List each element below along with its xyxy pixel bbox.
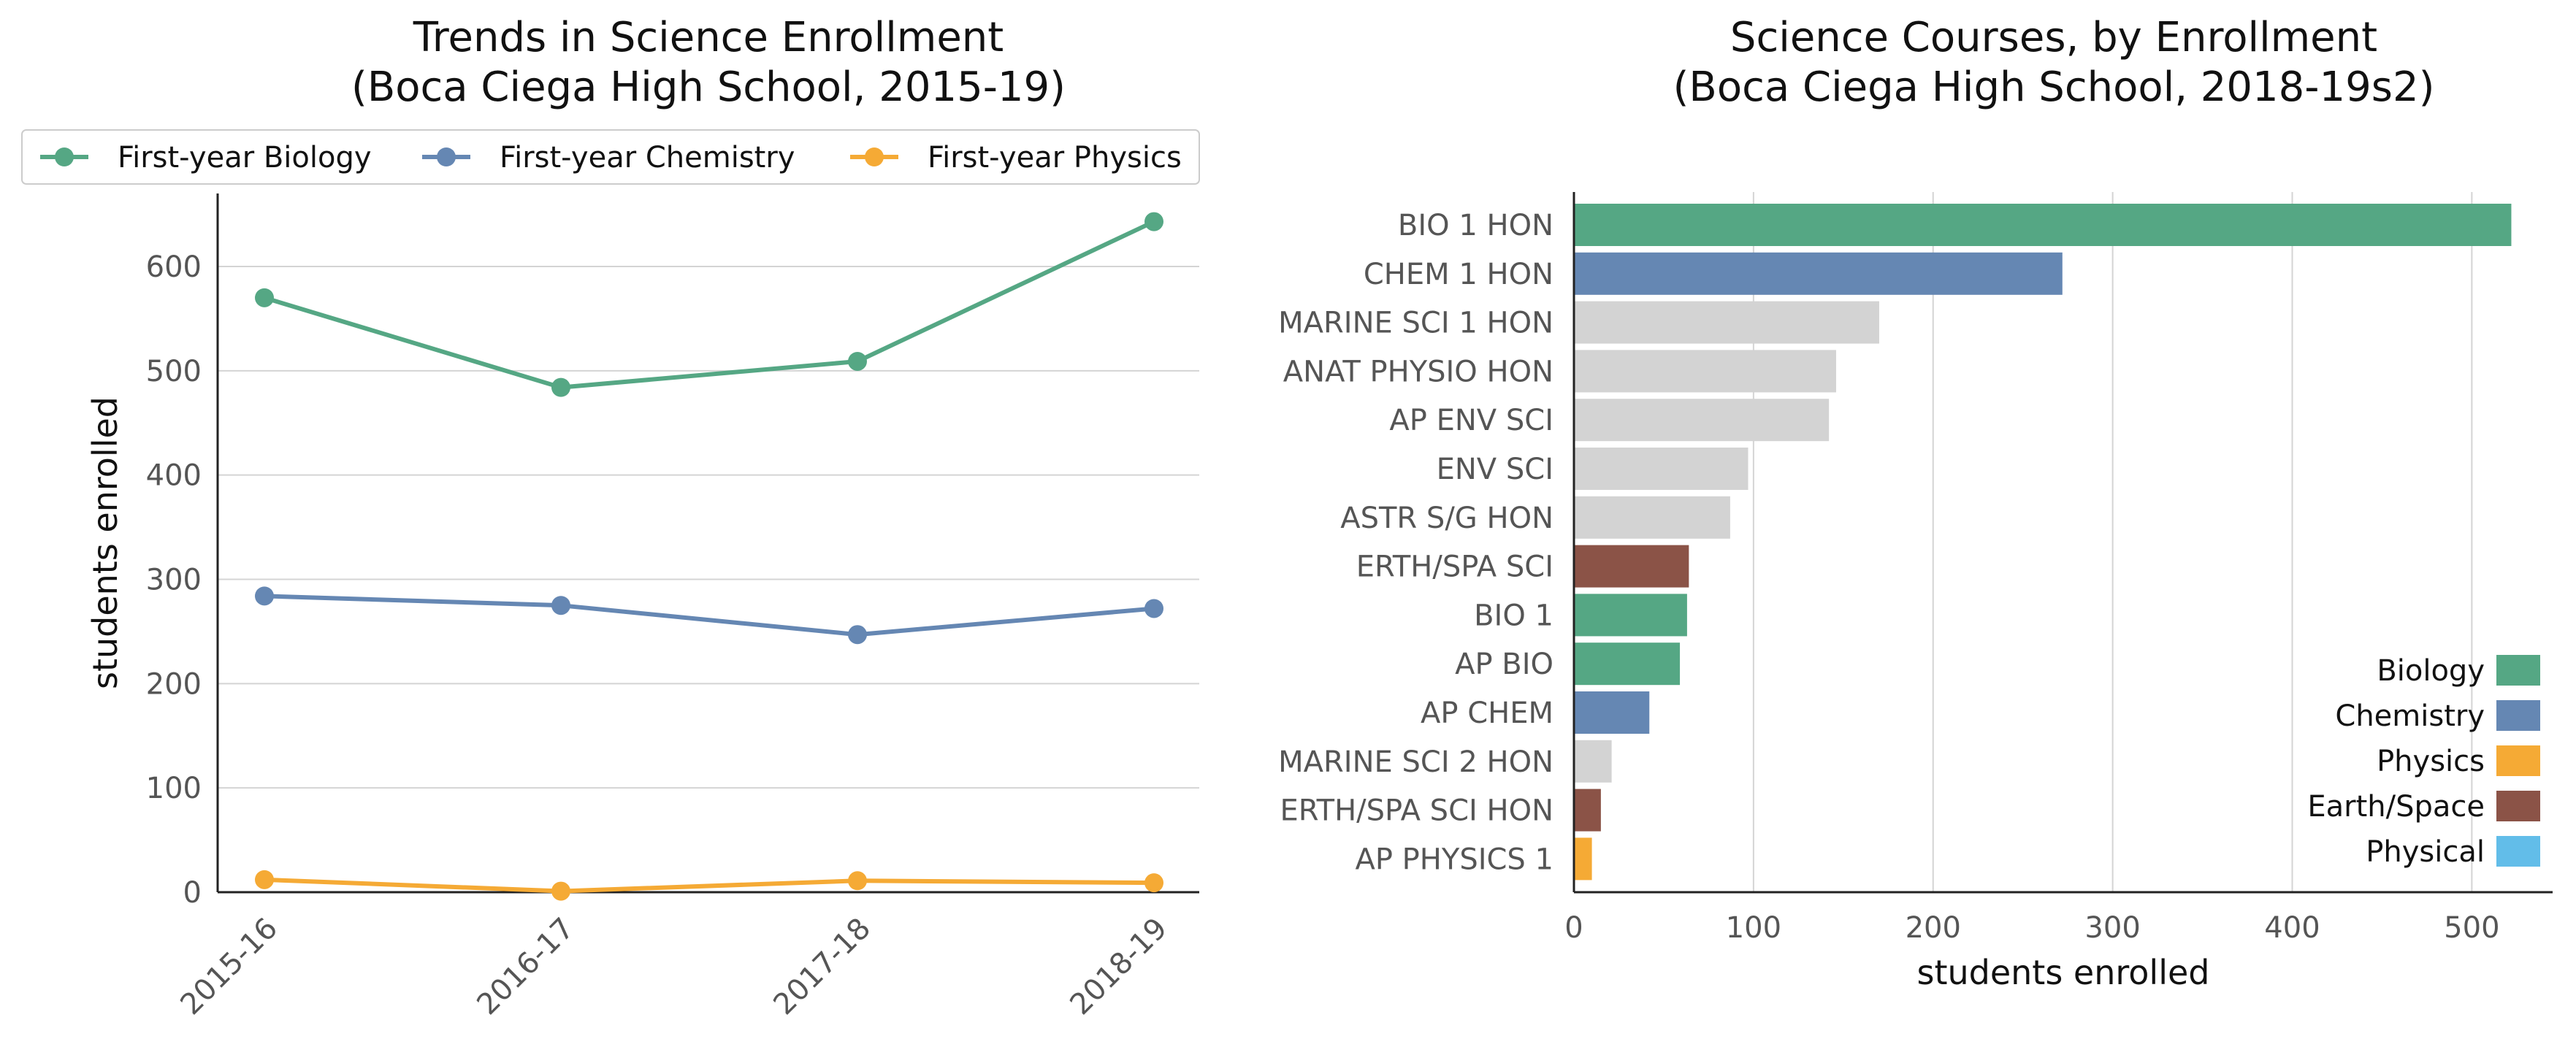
bar	[1574, 837, 1592, 881]
data-point	[848, 351, 867, 371]
legend-swatch	[2496, 700, 2540, 731]
category-label: ASTR S/G HON	[1340, 502, 1553, 535]
x-tick-label: 0	[1564, 911, 1583, 945]
bar	[1574, 789, 1601, 832]
data-point	[848, 871, 867, 891]
x-tick-label: 2018-19	[1063, 912, 1174, 1022]
y-tick-label: 400	[146, 459, 202, 493]
bar	[1574, 594, 1687, 637]
data-point	[1144, 873, 1163, 893]
y-axis-label: students enrolled	[85, 396, 125, 689]
legend-swatch-marker	[865, 147, 884, 166]
x-axis-label: students enrolled	[1917, 953, 2210, 992]
bar	[1574, 545, 1689, 588]
legend-label: First-year Physics	[928, 141, 1182, 174]
legend-label: Earth/Space	[2307, 790, 2485, 824]
category-label: AP CHEM	[1421, 697, 1553, 730]
series-line	[264, 219, 1155, 390]
data-point	[551, 596, 570, 615]
legend-label: Physics	[2377, 745, 2485, 778]
category-label: AP BIO	[1455, 648, 1553, 681]
legend-swatch	[2496, 836, 2540, 867]
course-enrollment-bar-chart: Science Courses, by Enrollment(Boca Cieg…	[1278, 14, 2553, 992]
category-label: ERTH/SPA SCI HON	[1280, 794, 1554, 828]
category-label: AP PHYSICS 1	[1355, 843, 1553, 876]
y-tick-label: 200	[146, 667, 202, 701]
y-tick-label: 300	[146, 563, 202, 596]
bar	[1574, 691, 1650, 734]
legend-label: Physical	[2366, 835, 2485, 869]
category-label: CHEM 1 HON	[1364, 258, 1553, 291]
bar	[1574, 642, 1681, 686]
bar	[1574, 350, 1836, 393]
x-tick-label: 2017-18	[767, 912, 877, 1022]
x-tick-label: 200	[1906, 911, 1961, 945]
data-point	[255, 288, 274, 307]
bar	[1574, 740, 1612, 783]
y-tick-label: 600	[146, 250, 202, 284]
category-label: MARINE SCI 2 HON	[1278, 745, 1553, 779]
bar	[1574, 204, 2512, 246]
data-point	[1144, 212, 1163, 231]
x-tick-label: 2015-16	[174, 912, 284, 1022]
legend-label: Biology	[2377, 654, 2485, 688]
chart-title-line: (Boca Ciega High School, 2018-19s2)	[1673, 64, 2435, 111]
x-tick-label: 400	[2264, 911, 2320, 945]
series-line	[264, 594, 1155, 637]
series-line	[264, 877, 1155, 894]
legend-swatch-marker	[55, 147, 74, 166]
data-point	[255, 586, 274, 606]
chart-title-line: Trends in Science Enrollment	[413, 14, 1004, 61]
data-point	[551, 377, 570, 397]
category-label: ERTH/SPA SCI	[1356, 550, 1553, 584]
chart-title-line: Science Courses, by Enrollment	[1730, 14, 2377, 61]
bar	[1574, 252, 2063, 295]
y-tick-label: 100	[146, 772, 202, 805]
category-label: AP ENV SCI	[1389, 404, 1553, 437]
y-tick-label: 0	[183, 876, 202, 910]
category-label: MARINE SCI 1 HON	[1278, 307, 1553, 340]
data-point	[255, 870, 274, 889]
x-tick-label: 100	[1726, 911, 1781, 945]
category-label: BIO 1 HON	[1398, 209, 1553, 242]
bar	[1574, 448, 1748, 490]
bar	[1574, 399, 1830, 442]
legend-swatch	[2496, 791, 2540, 821]
category-label: ENV SCI	[1437, 453, 1553, 486]
legend-label: First-year Biology	[118, 141, 372, 174]
legend-label: First-year Chemistry	[500, 141, 795, 174]
enrollment-trend-line-chart: Trends in Science Enrollment(Boca Ciega …	[21, 14, 1200, 1022]
bar	[1574, 496, 1730, 539]
x-tick-label: 300	[2084, 911, 2140, 945]
data-point	[1144, 599, 1163, 618]
chart-title-line: (Boca Ciega High School, 2015-19)	[351, 64, 1066, 111]
data-point	[848, 625, 867, 645]
category-label: ANAT PHYSIO HON	[1283, 355, 1553, 388]
legend-swatch	[2496, 655, 2540, 686]
legend-label: Chemistry	[2335, 699, 2485, 733]
category-label: BIO 1	[1474, 599, 1553, 632]
legend-swatch-marker	[437, 147, 456, 166]
legend-box	[21, 129, 1200, 185]
x-tick-label: 2016-17	[470, 912, 581, 1022]
y-tick-label: 500	[146, 355, 202, 388]
legend-swatch	[2496, 745, 2540, 776]
x-tick-label: 500	[2444, 911, 2499, 945]
data-point	[551, 881, 570, 901]
bar	[1574, 301, 1879, 344]
